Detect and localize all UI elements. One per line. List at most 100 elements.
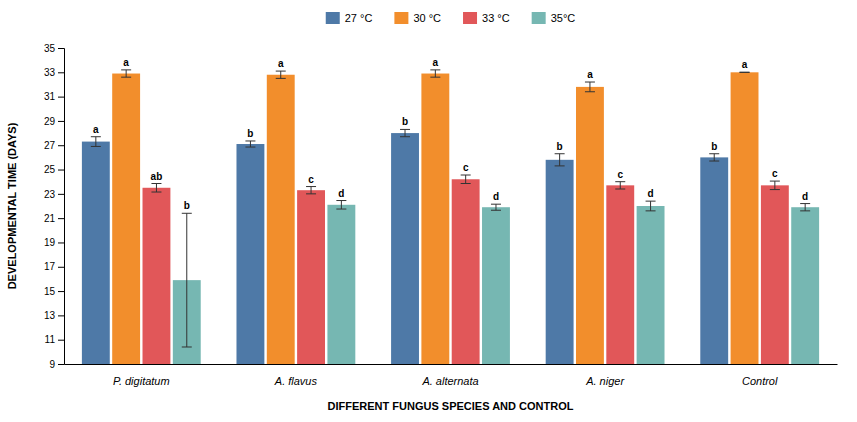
error-bar-cap xyxy=(800,210,810,211)
error-bar-cap xyxy=(585,82,595,83)
annotation: a xyxy=(433,57,439,68)
x-tick: P. digitatum xyxy=(113,375,170,387)
y-tick: 11 xyxy=(45,334,64,345)
y-tick-label: 17 xyxy=(44,261,56,272)
x-axis-line xyxy=(65,364,838,365)
error-bar-stem xyxy=(495,204,496,210)
y-tick: 21 xyxy=(44,213,64,224)
error-bar-cap xyxy=(121,77,131,78)
error-bar-cap xyxy=(491,204,501,205)
error-bar-stem xyxy=(650,201,651,211)
y-tick: 25 xyxy=(44,164,64,175)
y-tick: 23 xyxy=(44,189,64,200)
error-bar-cap xyxy=(336,209,346,210)
error-bar-cap xyxy=(336,200,346,201)
error-bar-stem xyxy=(186,213,187,347)
annotation: d xyxy=(493,191,499,202)
error-bar-stem xyxy=(435,70,436,77)
y-tick-label: 9 xyxy=(49,359,55,370)
x-tick: A. flavus xyxy=(274,375,318,387)
legend-item: 33 °C xyxy=(463,12,510,24)
error-bar-stem xyxy=(156,184,157,193)
legend: 27 °C30 °C33 °C35°C xyxy=(326,12,576,24)
legend-label: 27 °C xyxy=(345,12,373,24)
y-tick: 27 xyxy=(44,140,64,151)
y-tick: 17 xyxy=(44,261,64,272)
y-tick: 31 xyxy=(44,91,64,102)
legend-label: 35°C xyxy=(551,12,576,24)
error-bar xyxy=(91,137,101,147)
y-tick-mark xyxy=(58,194,64,195)
x-tick-label: A. niger xyxy=(585,375,625,387)
y-tick-label: 25 xyxy=(44,164,56,175)
y-tick: 15 xyxy=(44,286,64,297)
annotation: b xyxy=(247,128,253,139)
bar xyxy=(143,188,171,364)
annotation: a xyxy=(587,69,593,80)
bar xyxy=(452,179,480,364)
x-tick-label: A. alternata xyxy=(421,375,478,387)
error-bar-cap xyxy=(306,186,316,187)
bar xyxy=(761,185,789,364)
error-bar xyxy=(151,184,161,193)
error-bar-cap xyxy=(709,161,719,162)
error-bar xyxy=(400,129,410,136)
bar xyxy=(637,206,665,364)
x-axis-title: DIFFERENT FUNGUS SPECIES AND CONTROL xyxy=(328,400,574,412)
error-bar-cap xyxy=(400,136,410,137)
y-tick-label: 21 xyxy=(44,213,56,224)
bar xyxy=(546,160,574,364)
legend-swatch xyxy=(532,12,546,24)
bars xyxy=(82,70,819,364)
error-bar xyxy=(555,154,565,166)
error-bar xyxy=(585,82,595,92)
annotation: a xyxy=(123,57,129,68)
y-axis: 911131517192123252729313335 xyxy=(44,43,65,370)
x-tick: A. alternata xyxy=(421,375,478,387)
annotation: a xyxy=(278,58,284,69)
error-bar-cap xyxy=(91,146,101,147)
y-tick-label: 19 xyxy=(44,237,56,248)
series xyxy=(82,129,728,364)
bar xyxy=(482,207,510,364)
error-bar-cap xyxy=(151,192,161,193)
error-bar-cap xyxy=(276,71,286,72)
y-axis-title: DEVELOPMENTAL TIME (DAYS) xyxy=(6,122,18,289)
annotation: ab xyxy=(151,171,163,182)
error-bar xyxy=(121,70,131,77)
annotation: b xyxy=(557,141,563,152)
error-bar-cap xyxy=(709,153,719,154)
error-bar-cap xyxy=(182,346,192,347)
error-bar-cap xyxy=(182,213,192,214)
error-bar-stem xyxy=(559,154,560,166)
error-bar-cap xyxy=(770,189,780,190)
error-bar-cap xyxy=(245,147,255,148)
error-bar xyxy=(430,70,440,77)
error-bar-stem xyxy=(341,201,342,210)
error-bar xyxy=(491,204,501,210)
bar xyxy=(297,190,325,364)
y-tick-mark xyxy=(58,315,64,316)
y-tick-label: 29 xyxy=(44,116,56,127)
bar xyxy=(267,75,295,364)
bar xyxy=(236,144,264,364)
y-tick-mark xyxy=(58,242,64,243)
error-bar-cap xyxy=(276,78,286,79)
bar xyxy=(731,72,759,364)
y-tick-mark xyxy=(58,218,64,219)
legend-item: 35°C xyxy=(532,12,576,24)
error-bar-cap xyxy=(121,69,131,70)
error-bar-stem xyxy=(405,129,406,136)
y-tick-mark xyxy=(58,170,64,171)
error-bar-stem xyxy=(465,175,466,184)
error-bar xyxy=(276,71,286,78)
y-tick-label: 23 xyxy=(44,189,56,200)
annotation: d xyxy=(648,188,654,199)
error-bar-cap xyxy=(555,165,565,166)
series xyxy=(143,175,789,364)
error-bar-stem xyxy=(126,70,127,77)
error-bar-stem xyxy=(311,187,312,194)
y-tick: 9 xyxy=(49,359,64,370)
error-bar-cap xyxy=(740,72,750,73)
y-tick: 35 xyxy=(44,43,64,54)
